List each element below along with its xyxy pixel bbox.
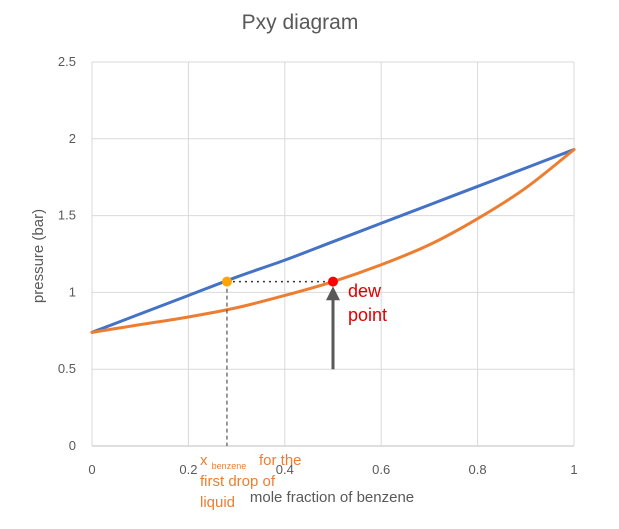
arrow-group bbox=[326, 286, 340, 370]
x-label-line3: liquid bbox=[200, 494, 235, 511]
x-sub: benzene bbox=[212, 461, 247, 471]
y-tick-label: 2 bbox=[69, 131, 76, 146]
y-tick-label: 2.5 bbox=[58, 54, 76, 69]
x-tick-label: 0.6 bbox=[372, 462, 390, 477]
tick-labels: 0 0.5 1 1.5 2 2.5 0 0.2 0.4 0.6 0.8 1 bbox=[58, 54, 578, 477]
dew-label-line1: dew bbox=[348, 281, 382, 301]
x-benzene-suffix: for the bbox=[259, 452, 302, 469]
x-tick-label: 0.2 bbox=[179, 462, 197, 477]
x-main: x bbox=[200, 452, 208, 469]
x-tick-label: 0 bbox=[88, 462, 95, 477]
dew-label-line2: point bbox=[348, 305, 387, 325]
dew-point-marker bbox=[328, 276, 338, 287]
y-tick-label: 1.5 bbox=[58, 208, 76, 223]
y-tick-label: 0.5 bbox=[58, 361, 76, 376]
x-tick-label: 0.4 bbox=[276, 462, 294, 477]
x-tick-label: 1 bbox=[570, 462, 577, 477]
y-tick-label: 0 bbox=[69, 438, 76, 453]
x-benzene-label: x benzene bbox=[200, 452, 246, 471]
x-tick-label: 0.8 bbox=[469, 462, 487, 477]
guide-lines bbox=[226, 280, 333, 446]
arrow-head bbox=[326, 286, 340, 301]
x-axis-title: mole fraction of benzene bbox=[250, 489, 414, 506]
dew-curve-line bbox=[90, 148, 576, 334]
bubble-composition-marker bbox=[221, 276, 232, 287]
chart-title: Pxy diagram bbox=[242, 11, 359, 34]
data-markers bbox=[221, 276, 338, 287]
x-label-line2: first drop of bbox=[200, 473, 276, 490]
gridlines bbox=[91, 61, 575, 447]
y-tick-label: 1 bbox=[69, 284, 76, 299]
y-axis-title: pressure (bar) bbox=[30, 209, 47, 303]
